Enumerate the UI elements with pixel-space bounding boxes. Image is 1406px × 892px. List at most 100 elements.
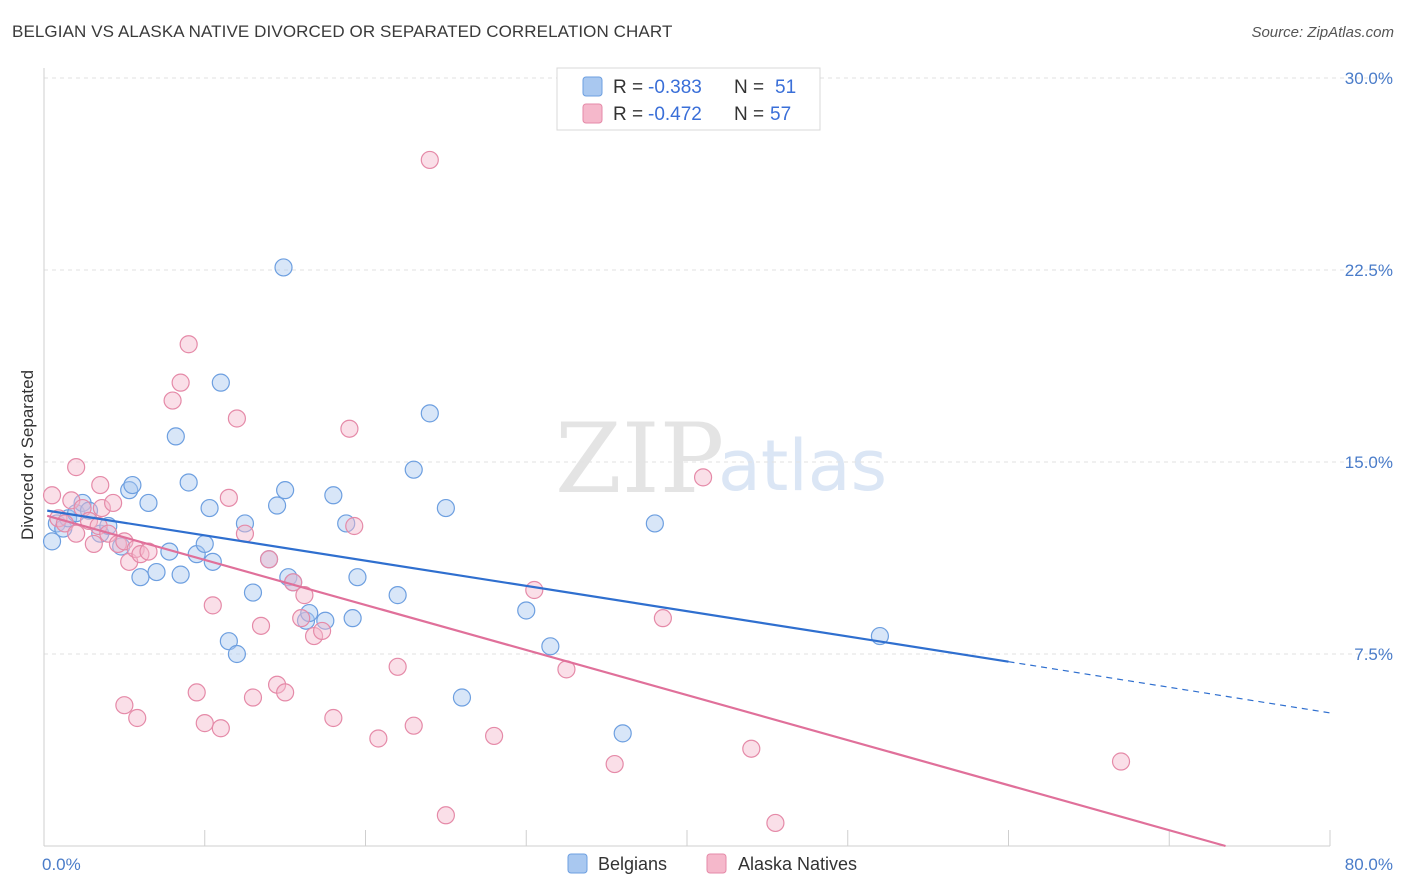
point-alaska-47 (404, 716, 423, 735)
point-belgians-0 (42, 532, 62, 551)
point-belgians-30 (276, 481, 295, 500)
point-alaska-32 (243, 688, 263, 707)
point-belgians-17 (171, 565, 190, 584)
point-alaska-11 (104, 493, 123, 513)
point-alaska-53 (605, 754, 624, 774)
series-legend: Belgians Alaska Natives (567, 853, 857, 874)
point-alaska-22 (163, 391, 182, 410)
trend-line-belgians (47, 509, 1009, 663)
point-belgians-16 (166, 427, 185, 446)
legend-r-value-alaska: -0.472 (648, 104, 702, 125)
legend-swatch-alaska (582, 103, 603, 124)
point-belgians-42 (420, 404, 439, 423)
point-alaska-51 (525, 580, 544, 600)
y-tick-label-1: 15.0% (1345, 453, 1393, 472)
stats-legend: R = -0.383 N = 51 R = -0.472 N = 57 (556, 67, 821, 131)
trend-extension-belgians (1008, 661, 1331, 714)
point-alaska-9 (92, 498, 111, 518)
point-belgians-24 (219, 632, 238, 651)
point-alaska-33 (251, 616, 271, 635)
y-axis-label: Divorced or Separated (18, 370, 37, 540)
point-belgians-46 (517, 601, 536, 620)
point-belgians-36 (324, 486, 343, 505)
point-alaska-26 (195, 714, 214, 733)
source-credit: Source: ZipAtlas.com (1251, 24, 1394, 41)
point-alaska-7 (84, 534, 103, 554)
point-alaska-43 (340, 419, 359, 438)
point-belgians-21 (200, 498, 219, 518)
point-alaska-49 (436, 806, 455, 825)
point-belgians-29 (267, 496, 287, 515)
point-belgians-48 (613, 724, 632, 743)
point-alaska-30 (227, 409, 246, 428)
point-alaska-56 (742, 739, 761, 758)
legend-r-label-belgians: R = (613, 77, 643, 98)
point-belgians-38 (343, 609, 362, 628)
point-alaska-31 (235, 524, 255, 543)
legend-r-label-alaska: R = (613, 104, 643, 125)
point-alaska-0 (42, 486, 62, 505)
point-belgians-47 (541, 637, 560, 656)
point-alaska-38 (292, 609, 311, 628)
series-legend-swatch-alaska (706, 853, 727, 874)
scatter-points (42, 150, 1131, 833)
point-alaska-21 (128, 708, 147, 728)
point-belgians-11 (123, 475, 142, 495)
legend-n-value-alaska: 57 (770, 104, 791, 125)
point-belgians-10 (120, 481, 139, 500)
point-belgians-26 (235, 514, 255, 533)
point-belgians-23 (211, 373, 230, 392)
trend-line-alaska (46, 514, 1226, 848)
point-alaska-29 (219, 488, 238, 507)
point-alaska-58 (1111, 752, 1131, 771)
x-tick-label-max: 80.0% (1345, 855, 1393, 874)
point-belgians-14 (147, 562, 166, 582)
y-tick-label-3: 30.0% (1345, 69, 1393, 88)
point-alaska-44 (345, 516, 364, 536)
point-alaska-18 (67, 458, 86, 477)
point-alaska-19 (91, 475, 110, 495)
point-alaska-24 (179, 335, 198, 354)
point-belgians-18 (179, 473, 198, 492)
watermark-zip: ZIP (555, 403, 724, 515)
point-belgians-27 (243, 583, 263, 602)
point-alaska-39 (295, 586, 314, 605)
trend-lines (46, 509, 1331, 848)
chart-title: BELGIAN VS ALASKA NATIVE DIVORCED OR SEP… (12, 22, 673, 41)
point-alaska-45 (369, 729, 388, 748)
legend-n-label-alaska: N = (734, 104, 764, 125)
point-alaska-27 (203, 596, 222, 615)
point-alaska-48 (420, 150, 439, 170)
x-tick-label-min: 0.0% (42, 855, 81, 874)
point-alaska-28 (211, 719, 230, 738)
legend-swatch-belgians (582, 76, 603, 97)
watermark-atlas: atlas (718, 425, 887, 507)
point-alaska-34 (259, 550, 279, 569)
point-belgians-20 (195, 534, 214, 554)
point-alaska-25 (187, 683, 206, 702)
point-belgians-40 (388, 586, 407, 605)
point-belgians-9 (112, 537, 131, 556)
point-belgians-35 (316, 611, 335, 630)
point-alaska-50 (485, 726, 504, 746)
point-alaska-20 (115, 696, 134, 715)
legend-r-value-belgians: -0.383 (648, 77, 702, 98)
series-legend-label-belgians: Belgians (598, 854, 667, 874)
point-belgians-25 (227, 644, 246, 664)
y-tick-labels: 7.5% 15.0% 22.5% 30.0% (1345, 69, 1393, 664)
point-belgians-12 (131, 568, 150, 587)
series-legend-label-alaska: Alaska Natives (738, 854, 857, 874)
point-alaska-36 (276, 683, 295, 702)
x-tick-marks (43, 830, 1331, 846)
point-alaska-46 (388, 657, 407, 676)
point-belgians-43 (436, 498, 455, 518)
point-alaska-42 (324, 708, 343, 728)
point-belgians-41 (404, 460, 423, 479)
gridlines (44, 77, 1393, 655)
series-legend-swatch-belgians (567, 853, 588, 874)
point-alaska-23 (171, 373, 190, 392)
point-alaska-55 (693, 468, 713, 487)
point-alaska-54 (653, 609, 672, 628)
point-alaska-4 (67, 524, 86, 543)
